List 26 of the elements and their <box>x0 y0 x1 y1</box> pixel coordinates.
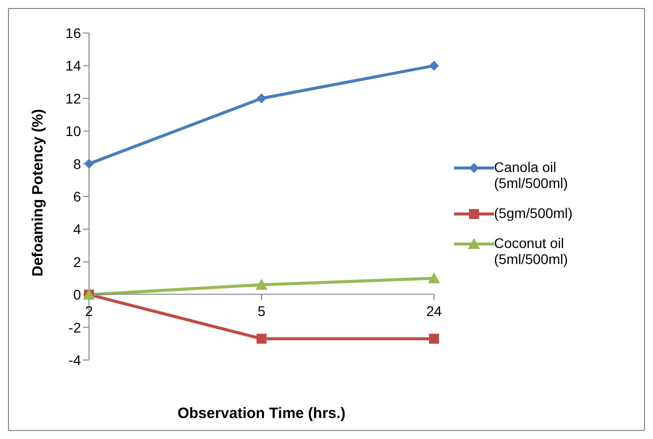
x-axis-title: Observation Time (hrs.) <box>177 405 346 422</box>
point <box>256 93 266 104</box>
y-tick-label: 0 <box>73 286 82 303</box>
point <box>256 278 268 290</box>
x-tick-label: 5 <box>258 303 266 320</box>
y-tick-label: -4 <box>68 352 82 368</box>
legend-label: Coconut oil (5ml/500ml) <box>494 234 569 266</box>
y-tick-label: 10 <box>65 123 82 140</box>
point <box>429 334 439 344</box>
y-axis-title: Defoaming Potency (%) <box>29 108 46 276</box>
y-tick-label: 4 <box>73 221 82 238</box>
y-tick-label: 16 <box>65 24 82 41</box>
y-tick-label: 14 <box>65 58 82 74</box>
x-tick-label: 24 <box>426 303 442 320</box>
y-tick-label: 12 <box>65 90 82 106</box>
point <box>429 60 439 71</box>
y-tick-label: 2 <box>73 254 82 270</box>
point <box>428 272 440 284</box>
point <box>256 334 266 344</box>
legend-label: Canola oil (5ml/500ml) <box>494 158 569 190</box>
point <box>84 158 94 169</box>
x-tick-label: 2 <box>85 303 94 320</box>
y-tick-label: -2 <box>68 319 82 336</box>
y-tick-label: 6 <box>73 188 82 204</box>
y-tick-label: 8 <box>73 156 82 172</box>
legend-label: (5gm/500ml) <box>494 204 574 220</box>
